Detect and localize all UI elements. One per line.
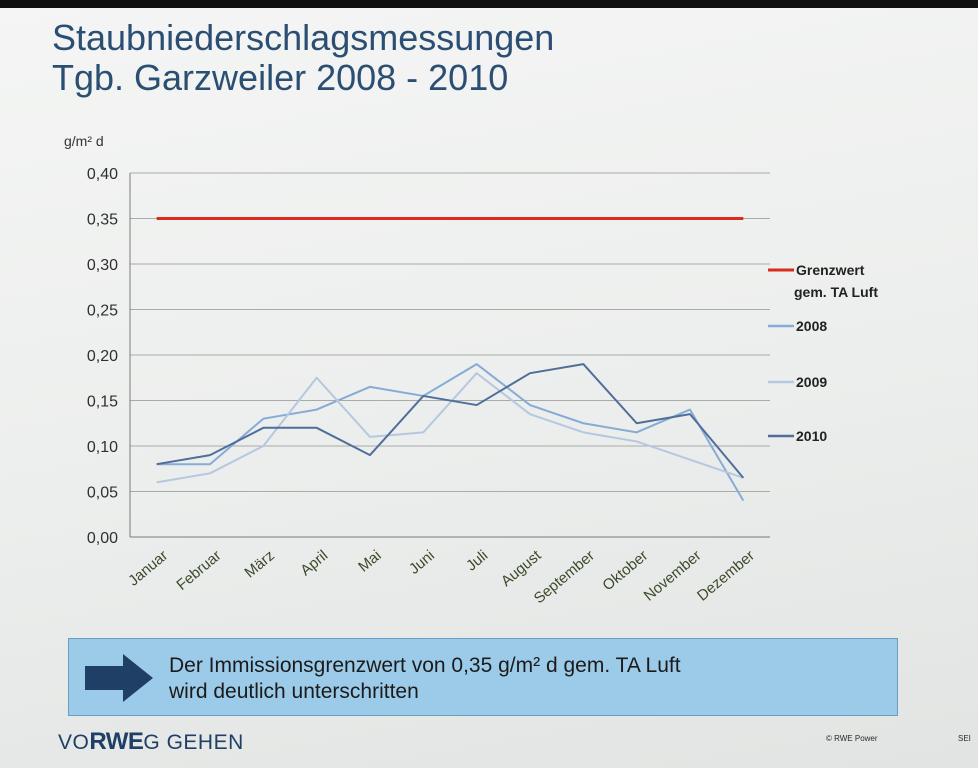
x-tick-label: November — [641, 547, 705, 605]
x-tick-label: Juni — [406, 547, 438, 578]
logo-suffix: G GEHEN — [143, 731, 244, 754]
callout-line-2: wird deutlich unterschritten — [169, 680, 419, 703]
callout-text: Der Immissionsgrenzwert von 0,35 g/m² d … — [169, 653, 681, 705]
logo-brand: RWE — [89, 728, 144, 755]
legend-label: 2009 — [796, 374, 827, 390]
callout-line-1: Der Immissionsgrenzwert von 0,35 g/m² d … — [169, 654, 681, 677]
y-tick-label: 0,30 — [87, 257, 118, 274]
y-tick-label: 0,40 — [87, 166, 118, 183]
legend-label-line2: gem. TA Luft — [794, 284, 878, 300]
top-bar — [0, 0, 978, 8]
logo-prefix: VO — [58, 731, 90, 754]
line-chart: g/m² d 0,00 0,05 0,10 0,15 0,20 0,25 0,30 0,35 0,… — [64, 133, 878, 608]
x-tick-label: März — [241, 547, 277, 581]
legend-label: Grenzwert — [796, 262, 865, 278]
y-tick-label: 0,20 — [87, 348, 118, 365]
y-axis-unit: g/m² d — [64, 133, 104, 149]
x-tick-label: Oktober — [599, 547, 651, 594]
y-tick-label: 0,35 — [87, 212, 118, 229]
slide-title: Staubniederschlagsmessungen Tgb. Garzwei… — [52, 18, 554, 98]
series-line-2010 — [156, 363, 745, 479]
y-tick-label: 0,10 — [87, 439, 118, 456]
callout-box: Der Immissionsgrenzwert von 0,35 g/m² d … — [68, 638, 898, 716]
copyright: © RWE Power — [826, 734, 878, 743]
x-tick-label: Dezember — [694, 547, 758, 605]
x-tick-label: August — [498, 547, 545, 591]
x-tick-label: Mai — [355, 547, 384, 576]
x-tick-label: Januar — [125, 547, 171, 590]
title-line-2: Tgb. Garzweiler 2008 - 2010 — [52, 57, 509, 98]
legend-label: 2010 — [796, 428, 827, 444]
y-tick-label: 0,25 — [87, 303, 118, 320]
series-line-2008 — [156, 363, 745, 502]
y-tick-label: 0,00 — [87, 530, 118, 547]
right-arrow-icon — [85, 654, 153, 702]
y-tick-label: 0,05 — [87, 485, 118, 502]
x-tick-label: Februar — [173, 547, 224, 594]
legend-label: 2008 — [796, 318, 827, 334]
rwe-logo: VORWEG GEHEN — [58, 728, 244, 756]
title-line-1: Staubniederschlagsmessungen — [52, 17, 555, 58]
x-tick-label: Juli — [463, 547, 491, 574]
page-label: SEI — [958, 734, 971, 743]
x-tick-label: April — [297, 547, 331, 579]
series-line-2009 — [156, 372, 744, 484]
y-tick-label: 0,15 — [87, 394, 118, 411]
